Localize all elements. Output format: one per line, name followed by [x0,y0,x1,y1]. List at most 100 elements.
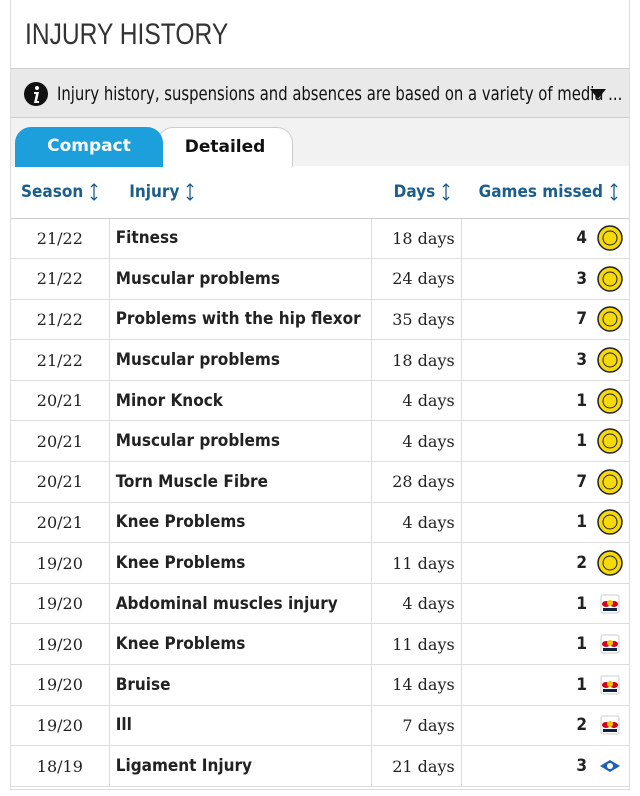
cell-text: Muscular problems [115,431,280,452]
club-logo [597,387,623,414]
cell: 21/22 [11,298,110,341]
cell-text: 4 days [402,594,455,614]
cell: 21/22 [11,339,110,381]
cell: 1 [460,420,629,463]
table-row: 21/22 Muscular problems 18 days 3 [11,339,629,381]
cell: Fitness [108,217,372,260]
cell-text: 19/20 [36,553,83,573]
cell-text: 4 days [402,431,455,451]
cell-text: Abdominal muscles injury [115,593,338,614]
tabs: Detailed Compact [11,118,629,167]
cell-text: 19/20 [36,594,83,614]
cell-text: 1 [576,593,587,614]
page: INJURY HISTORY Injury history, suspensio… [10,0,630,790]
table-row: 19/20 Bruise 14 days 1 [11,664,629,706]
cell-text: 7 [576,309,587,330]
cell: 11 days [370,542,462,584]
cell-text: 19/20 [36,675,83,695]
cell: 1 [460,623,629,666]
cell-text: 4 days [402,391,455,411]
cell-text: 1 [576,634,587,655]
cell-text: 3 [576,350,587,371]
cell-text: Problems with the hip flexor [115,309,361,330]
cell-text: 1 [576,390,587,411]
cell-text: 11 days [392,634,455,654]
cell-text: 7 [576,471,587,492]
cell: 4 days [370,379,462,422]
cell: 4 days [370,420,462,463]
sort-icon[interactable] [89,182,99,202]
cell-text: 28 days [392,472,455,492]
table-row: 18/19 Ligament Injury 21 days 3 [11,745,629,787]
cell: Knee Problems [108,501,372,544]
table-row: 21/22 Fitness 18 days 4 [11,217,629,260]
cell-text: Torn Muscle Fibre [115,471,268,492]
cell-text: Knee Problems [115,553,246,574]
cell: 24 days [370,258,462,300]
cell-text: Knee Problems [115,634,246,655]
cell-text: 20/21 [36,472,83,492]
table-row: 21/22 Muscular problems 24 days 3 [11,258,629,300]
cell: 3 [460,745,629,787]
cell: 20/21 [11,379,110,422]
sort-icon[interactable] [441,182,451,202]
club-logo [600,634,620,654]
cell: 28 days [370,461,462,503]
cell: 21/22 [11,258,110,300]
cell: Knee Problems [108,542,372,584]
header-row: Season Injury Days Games missed [11,166,629,219]
club-logo [600,715,620,735]
cell: 21/22 [11,217,110,260]
cell-text: 19/20 [36,634,83,654]
cell-text: 2 [576,715,587,736]
cell: 1 [460,379,629,422]
cell-text: Fitness [115,228,179,249]
cell: 4 days [370,582,462,625]
cell-text: 1 [576,431,587,452]
cell-text: 18 days [392,228,455,248]
table-row: 20/21 Muscular problems 4 days 1 [11,420,629,463]
club-logo [597,225,623,252]
cell-text: 21/22 [36,228,83,248]
cell-text: 1 [576,674,587,695]
dropdown-arrow[interactable] [589,87,607,101]
cell: 18/19 [11,745,110,787]
cell-text: 7 days [402,715,455,735]
cell: Problems with the hip flexor [108,298,372,341]
cell-text: Bruise [115,674,171,695]
cell-text: 4 days [402,512,455,532]
sort-icon[interactable] [609,182,619,202]
club-logo [597,306,623,333]
info-text: Injury history, suspensions and absences… [57,83,623,105]
cell: 19/20 [11,582,110,625]
cell: Knee Problems [108,623,372,666]
tab-active[interactable]: Compact [15,127,163,167]
cell: 4 [460,217,629,260]
club-logo [597,469,623,495]
sort-icon[interactable] [185,182,195,202]
cell-text: 11 days [392,553,455,573]
cell-text: 21/22 [36,350,83,370]
tab[interactable]: Detailed [157,127,293,167]
title: INJURY HISTORY [25,18,229,51]
cell: 21 days [370,745,462,787]
info-bar[interactable]: Injury history, suspensions and absences… [11,68,629,118]
table-row: 20/21 Minor Knock 4 days 1 [11,379,629,422]
injury-table: Season Injury Days Games missed 21/22 Fitnes… [11,166,629,787]
cell: 2 [460,704,629,747]
cell: 18 days [370,217,462,260]
club-logo [600,760,620,773]
cell: 11 days [370,623,462,666]
cell: Ill [108,704,372,747]
cell: 19/20 [11,704,110,747]
cell-text: 14 days [392,675,455,695]
column-label: Injury [129,181,180,202]
cell-text: Muscular problems [115,268,280,289]
cell-text: 20/21 [36,431,83,451]
cell: 20/21 [11,420,110,463]
club-logo [597,550,623,576]
cell-text: 1 [576,512,587,533]
cell-text: Knee Problems [115,512,246,533]
table-row: 19/20 Abdominal muscles injury 4 days 1 [11,582,629,625]
table-row: 21/22 Problems with the hip flexor 35 days… [11,298,629,341]
